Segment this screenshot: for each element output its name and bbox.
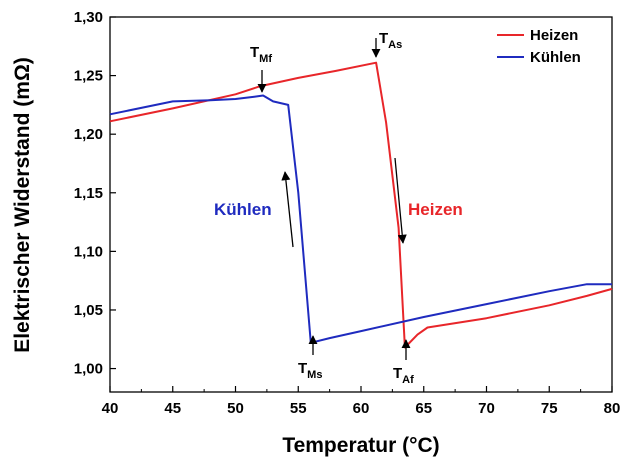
y-tick-label: 1,10 xyxy=(74,243,103,260)
x-tick-label: 45 xyxy=(164,400,181,417)
x-tick-label: 60 xyxy=(353,400,370,417)
series-line-heizen xyxy=(109,61,613,349)
x-tick-label: 50 xyxy=(227,400,244,417)
x-tick-label: 55 xyxy=(290,400,307,417)
x-axis-title: Temperatur (°C) xyxy=(282,434,439,457)
legend: Heizen Kühlen xyxy=(497,27,581,66)
y-axis-title: Elektrischer Widerstand (mΩ) xyxy=(11,57,34,353)
x-tick-label: 75 xyxy=(541,400,558,417)
arrow-heizen-down xyxy=(394,157,407,244)
annotation-kuehlen: Kühlen xyxy=(214,200,272,219)
y-tick-label: 1,15 xyxy=(74,185,103,202)
legend-label-heizen: Heizen xyxy=(530,27,578,44)
legend-label-kuehlen: Kühlen xyxy=(530,49,581,66)
label-t-mf: TMf xyxy=(250,44,272,65)
annotation-heizen: Heizen xyxy=(408,200,463,219)
y-tick-label: 1,20 xyxy=(74,126,103,143)
arrow-kuehlen-up xyxy=(281,171,294,248)
x-tick-label: 65 xyxy=(415,400,432,417)
x-tick-label: 70 xyxy=(478,400,495,417)
y-tick-label: 1,30 xyxy=(74,9,103,26)
axis-ticks: 40 45 50 55 60 65 70 75 80 1,00 1,05 1,10 1,15 1,20 1,… xyxy=(74,9,621,417)
y-tick-label: 1,25 xyxy=(74,68,103,85)
x-tick-label: 40 xyxy=(102,400,119,417)
series-layer xyxy=(109,61,613,349)
series-line-khlen xyxy=(109,94,612,344)
plot-frame xyxy=(109,16,613,393)
label-t-af: TAf xyxy=(393,365,414,386)
y-tick-label: 1,00 xyxy=(74,361,103,378)
y-tick-label: 1,05 xyxy=(74,302,103,319)
x-tick-label: 80 xyxy=(604,400,621,417)
label-t-as: TAs xyxy=(379,30,402,51)
label-t-ms: TMs xyxy=(298,360,322,381)
